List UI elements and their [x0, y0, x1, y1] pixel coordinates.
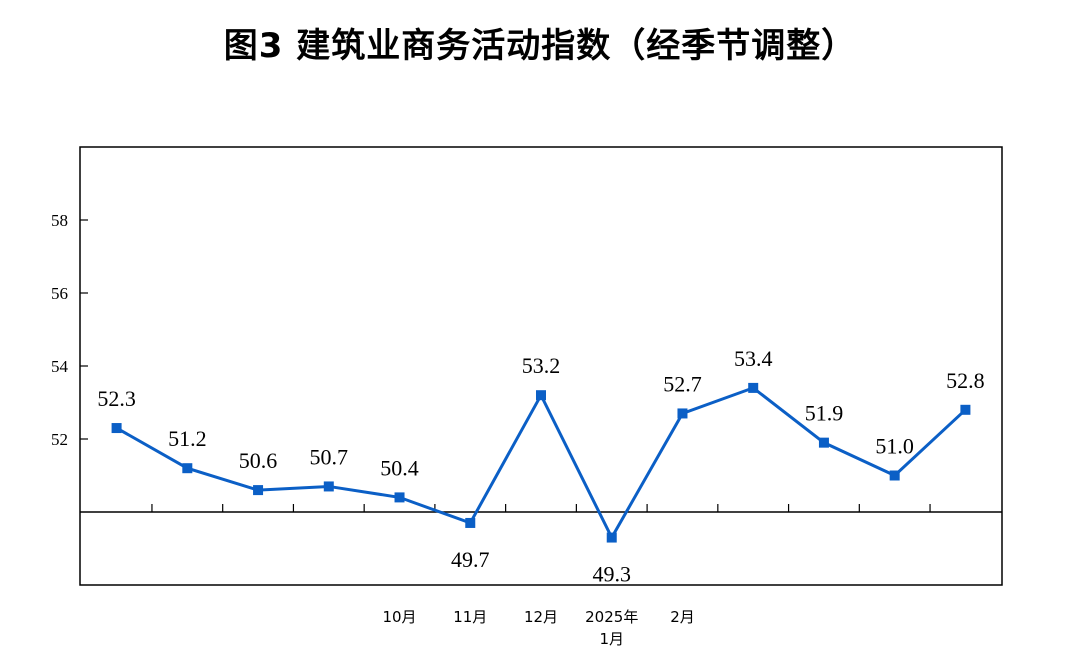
x-tick-label: 12月: [524, 608, 558, 626]
data-point: [677, 408, 688, 419]
data-label: 50.4: [380, 455, 419, 480]
data-label: 49.7: [451, 547, 490, 572]
data-label: 52.8: [946, 368, 985, 393]
data-label: 52.7: [663, 371, 702, 396]
data-point: [960, 404, 971, 415]
data-label: 50.6: [239, 448, 278, 473]
data-label: 53.2: [522, 353, 561, 378]
data-point: [394, 492, 405, 503]
x-tick-label: 2月: [670, 608, 695, 626]
data-point: [889, 470, 900, 481]
y-tick-label: 54: [51, 357, 69, 376]
data-point: [182, 463, 193, 474]
data-point: [606, 532, 617, 543]
data-point: [818, 437, 829, 448]
y-tick-label: 58: [51, 211, 68, 230]
x-tick-label: 11月: [453, 608, 487, 626]
y-tick-label: 52: [51, 430, 68, 449]
data-label: 52.3: [97, 386, 136, 411]
data-point: [111, 423, 122, 434]
data-label: 51.2: [168, 426, 207, 451]
data-point: [465, 517, 476, 528]
chart-title: 图3 建筑业商务活动指数（经季节调整）: [223, 26, 857, 66]
data-label: 49.3: [592, 562, 631, 587]
data-point: [253, 485, 264, 496]
x-tick-label: 1月: [599, 630, 624, 648]
data-label: 53.4: [734, 346, 773, 371]
data-point: [536, 390, 546, 401]
data-label: 51.9: [805, 401, 844, 426]
y-tick-label: 56: [51, 284, 68, 303]
data-point: [748, 382, 759, 393]
x-tick-label: 2025年: [585, 608, 638, 626]
data-label: 51.0: [875, 434, 914, 459]
x-tick-label: 10月: [382, 608, 416, 626]
data-point: [323, 481, 334, 492]
data-label: 50.7: [310, 444, 349, 469]
